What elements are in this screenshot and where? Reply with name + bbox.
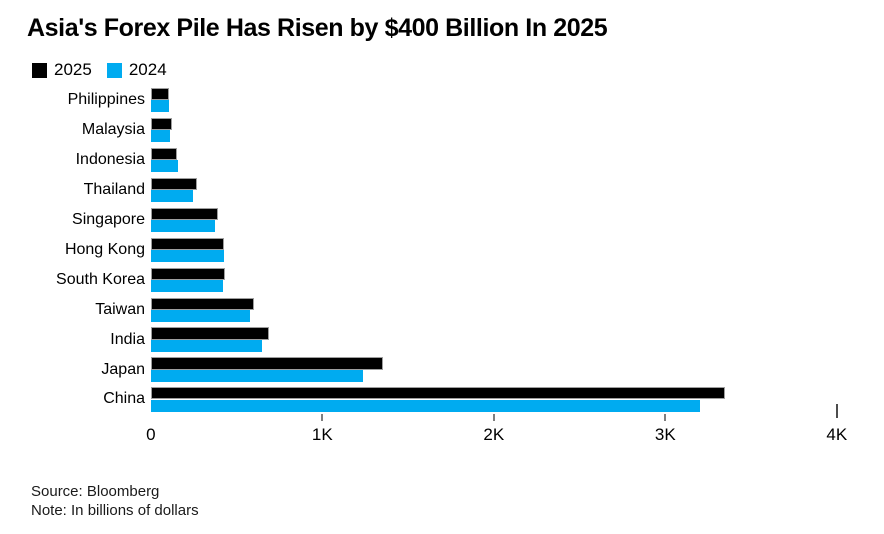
bar-2025-malaysia	[151, 117, 172, 131]
plot-area: Philippines Malaysia Indonesia Thailand Sing…	[0, 88, 884, 468]
legend-swatch-2024-icon	[106, 62, 122, 78]
bar-2025-philippines	[151, 88, 170, 101]
legend-item-2024: 2024	[106, 60, 167, 80]
legend-label-2024: 2024	[128, 60, 167, 79]
source-note: Source: Bloomberg	[31, 483, 160, 500]
category-label-india: India	[110, 330, 145, 348]
x-axis-tick-3k	[664, 414, 667, 421]
bar-2025-taiwan	[151, 297, 254, 310]
category-label-south-korea: South Korea	[56, 270, 145, 288]
bar-2024-singapore	[151, 219, 216, 233]
legend-label-2025: 2025	[54, 60, 92, 79]
legend-item-2025: 2025	[32, 60, 92, 80]
bar-2024-china	[151, 399, 700, 412]
x-axis-label-4k: 4K	[826, 425, 848, 444]
legend: 2025 2024	[32, 60, 167, 80]
category-label-malaysia: Malaysia	[81, 121, 145, 139]
bar-2025-singapore	[151, 207, 219, 220]
x-axis-label-0: 0	[146, 425, 156, 444]
bar-2024-thailand	[151, 189, 193, 203]
category-label-china: China	[103, 390, 145, 408]
category-label-taiwan: Taiwan	[95, 300, 145, 318]
bar-2024-japan	[151, 369, 363, 382]
bar-2024-hong-kong	[151, 249, 224, 263]
x-axis-label-2k: 2K	[483, 425, 505, 444]
category-label-thailand: Thailand	[83, 180, 145, 198]
chart-title: Asia's Forex Pile Has Risen by $400 Bill…	[27, 14, 608, 42]
category-label-japan: Japan	[101, 360, 145, 378]
bar-2024-philippines	[151, 100, 169, 113]
bar-2025-indonesia	[151, 147, 178, 161]
bar-2025-china	[151, 387, 725, 400]
chart-footer: Source: Bloomberg Note: In billions of d…	[31, 482, 199, 520]
bar-2025-india	[151, 327, 270, 340]
unit-note: Note: In billions of dollars	[31, 502, 199, 519]
bar-2025-japan	[151, 357, 383, 370]
x-axis-label-3k: 3K	[654, 425, 676, 444]
category-label-philippines: Philippines	[67, 91, 145, 109]
x-axis-label-1k: 1K	[311, 425, 333, 444]
bar-2024-taiwan	[151, 309, 251, 322]
bar-2025-hong-kong	[151, 237, 225, 250]
legend-swatch-2025-icon	[32, 62, 47, 78]
category-label-singapore: Singapore	[72, 210, 145, 228]
category-label-hong-kong: Hong Kong	[64, 240, 145, 258]
bar-2024-indonesia	[151, 160, 179, 173]
bar-2025-thailand	[151, 177, 197, 190]
x-axis-tick-2k	[492, 414, 495, 421]
category-label-indonesia: Indonesia	[75, 151, 145, 169]
x-axis-end-tick-4k	[835, 404, 838, 418]
bar-2024-india	[151, 339, 263, 352]
bar-2024-south-korea	[151, 279, 223, 292]
x-axis-tick-1k	[321, 414, 324, 421]
bar-2024-malaysia	[151, 130, 171, 143]
bar-2025-south-korea	[151, 267, 226, 280]
